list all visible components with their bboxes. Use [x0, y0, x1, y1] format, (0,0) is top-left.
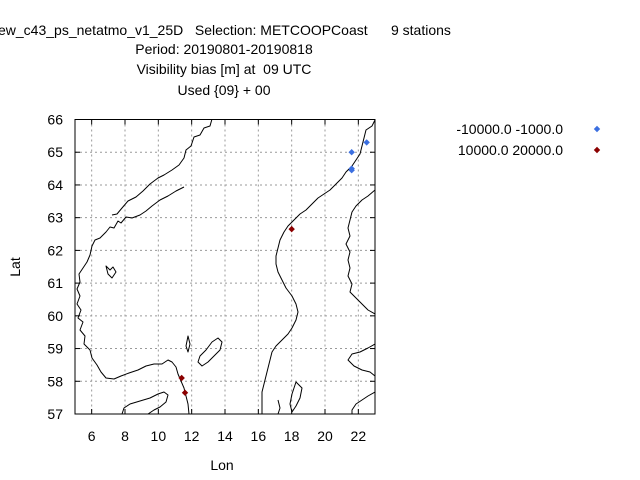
x-axis-label: Lon [210, 457, 233, 473]
title-line-1: ew_c43_ps_netatmo_v1_25D Selection: METC… [0, 22, 451, 38]
legend-marker [594, 147, 600, 153]
chart-title: ew_c43_ps_netatmo_v1_25D Selection: METC… [0, 22, 451, 98]
y-axis-label: Lat [7, 257, 23, 277]
legend-entry-label: 10000.0 20000.0 [458, 142, 563, 158]
y-tick-label: 62 [47, 242, 63, 258]
data-point-series-2 [178, 375, 184, 381]
legend-marker [594, 126, 600, 132]
title-line-3: Visibility bias [m] at 09 UTC [137, 61, 312, 77]
title-line-2: Period: 20190801-20190818 [135, 41, 313, 57]
x-tick-label: 8 [121, 428, 129, 444]
x-tick-label: 22 [351, 428, 367, 444]
y-tick-label: 64 [47, 177, 63, 193]
x-tick-label: 6 [88, 428, 96, 444]
legend-entry-label: -10000.0 -1000.0 [456, 121, 563, 137]
data-point-series-1 [348, 149, 354, 155]
legend: -10000.0 -1000.0 10000.0 20000.0 [456, 121, 600, 158]
data-point-series-2 [182, 390, 188, 396]
x-tick-label: 14 [217, 428, 233, 444]
y-tick-label: 65 [47, 144, 63, 160]
grid-lines [75, 120, 375, 415]
y-axis: 57 58 59 60 61 62 63 64 65 66 [47, 112, 375, 423]
x-tick-label: 20 [317, 428, 333, 444]
data-point-series-2 [288, 226, 294, 232]
x-tick-label: 10 [151, 428, 167, 444]
x-tick-label: 16 [251, 428, 267, 444]
y-tick-label: 61 [47, 275, 63, 291]
title-line-4: Used {09} + 00 [177, 82, 270, 98]
data-points [178, 139, 369, 396]
y-tick-label: 60 [47, 308, 63, 324]
x-tick-label: 18 [284, 428, 300, 444]
y-tick-label: 63 [47, 210, 63, 226]
data-point-series-1 [363, 139, 369, 145]
x-tick-label: 12 [184, 428, 200, 444]
coastline-map [77, 119, 375, 414]
y-tick-label: 66 [47, 112, 63, 128]
y-tick-label: 58 [47, 373, 63, 389]
y-tick-label: 59 [47, 341, 63, 357]
y-tick-label: 57 [47, 406, 63, 422]
